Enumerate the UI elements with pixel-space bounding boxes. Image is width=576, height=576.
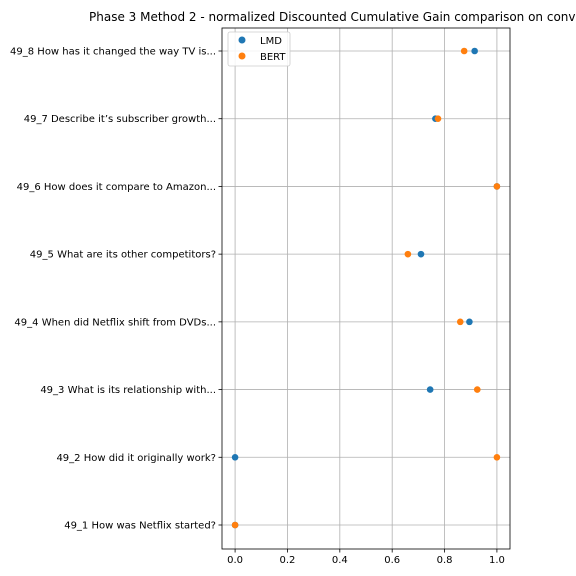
point-bert <box>473 386 481 393</box>
y-tick-label: 49_7 Describe it’s subscriber growth... <box>24 114 216 125</box>
legend-marker-lmd <box>238 36 246 44</box>
point-bert <box>456 318 464 326</box>
point-lmd <box>417 250 425 258</box>
point-bert <box>460 47 468 55</box>
y-tick-label: 49_4 When did Netflix shift from DVDs... <box>14 317 216 328</box>
point-bert <box>404 250 412 258</box>
point-lmd <box>466 318 473 326</box>
x-axis: 0.0 0.2 0.4 0.6 0.8 1.0 <box>227 549 505 566</box>
x-tick-label: 0.4 <box>332 555 348 566</box>
legend-label-bert: BERT <box>260 52 286 63</box>
point-bert <box>231 521 239 529</box>
legend: LMD BERT <box>227 31 291 67</box>
points-layer <box>231 47 501 529</box>
y-tick-label: 49_8 How has it changed the way TV is... <box>10 47 216 58</box>
y-tick-label: 49_2 How did it originally work? <box>56 453 216 464</box>
chart-title: Phase 3 Method 2 - normalized Discounted… <box>89 10 576 24</box>
point-bert <box>493 183 501 190</box>
y-tick-label: 49_5 What are its other competitors? <box>30 250 216 261</box>
y-axis: 49_1 How was Netflix started? 49_2 How di… <box>10 47 222 532</box>
point-lmd <box>471 47 478 55</box>
grid-layer <box>222 28 510 549</box>
x-tick-label: 0.0 <box>227 555 243 566</box>
point-bert <box>434 115 442 123</box>
point-lmd <box>426 386 434 393</box>
x-tick-label: 0.2 <box>280 555 296 566</box>
y-tick-label: 49_6 How does it compare to Amazon... <box>17 182 216 193</box>
plot-frame <box>221 27 511 550</box>
x-tick-label: 0.6 <box>384 555 400 566</box>
point-lmd <box>231 453 239 461</box>
legend-label-lmd: LMD <box>260 36 282 47</box>
y-tick-label: 49_1 How was Netflix started? <box>64 521 216 532</box>
x-tick-label: 1.0 <box>489 555 505 566</box>
point-bert <box>493 453 501 461</box>
y-tick-label: 49_3 What is its relationship with... <box>40 385 216 396</box>
legend-marker-bert <box>238 52 246 60</box>
x-tick-label: 0.8 <box>437 555 453 566</box>
